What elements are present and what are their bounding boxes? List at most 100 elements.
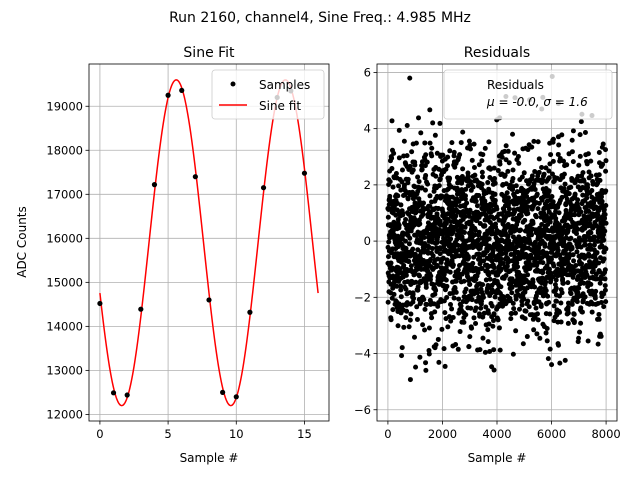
residual-point bbox=[548, 256, 554, 262]
residual-point bbox=[406, 324, 412, 330]
residual-point bbox=[601, 256, 607, 262]
residual-point bbox=[423, 284, 429, 290]
residual-point bbox=[401, 138, 407, 144]
residual-point bbox=[503, 181, 509, 187]
residual-point bbox=[455, 346, 461, 352]
residual-point bbox=[411, 296, 417, 301]
residual-point bbox=[540, 260, 546, 266]
residual-point bbox=[565, 304, 571, 310]
residual-point bbox=[553, 277, 559, 283]
residual-point bbox=[420, 211, 426, 217]
residual-point bbox=[390, 184, 396, 190]
residual-point bbox=[469, 325, 475, 331]
residual-point bbox=[489, 303, 495, 309]
residual-point bbox=[583, 238, 589, 244]
sample-point bbox=[247, 309, 253, 315]
residual-point bbox=[450, 314, 456, 320]
residual-point bbox=[525, 211, 531, 217]
residuals-x-tick-label: 2000 bbox=[428, 427, 457, 441]
residual-point bbox=[596, 311, 602, 317]
residual-point bbox=[555, 151, 561, 157]
residual-point bbox=[492, 191, 498, 197]
residual-point bbox=[515, 264, 521, 270]
residual-point bbox=[413, 364, 419, 370]
residuals-title: Residuals bbox=[464, 45, 530, 61]
residual-point bbox=[570, 274, 576, 280]
residual-point bbox=[422, 306, 428, 312]
residual-point bbox=[479, 158, 485, 164]
residuals-legend: Residuals μ = -0.0, σ = 1.6 bbox=[443, 69, 613, 120]
residual-point bbox=[486, 321, 492, 327]
residual-point bbox=[542, 243, 548, 249]
residual-point bbox=[429, 246, 435, 252]
residual-point bbox=[594, 276, 600, 282]
residuals-legend-box bbox=[443, 69, 613, 120]
residual-point bbox=[585, 338, 591, 344]
residual-point bbox=[560, 276, 566, 282]
residual-point bbox=[551, 303, 557, 309]
residual-point bbox=[407, 163, 413, 169]
residual-point bbox=[510, 131, 516, 137]
residual-point bbox=[571, 311, 577, 317]
residual-point bbox=[600, 161, 606, 167]
residual-point bbox=[418, 130, 424, 136]
residual-point bbox=[602, 228, 608, 234]
residual-point bbox=[396, 155, 402, 161]
residual-point bbox=[419, 163, 425, 169]
residual-point bbox=[598, 299, 604, 305]
residual-point bbox=[504, 263, 510, 269]
residual-point bbox=[415, 247, 421, 253]
residual-point bbox=[601, 291, 607, 297]
residual-point bbox=[510, 167, 516, 173]
residual-point bbox=[575, 290, 581, 296]
legend-samples-marker bbox=[230, 81, 236, 87]
residual-point bbox=[566, 191, 572, 197]
residual-point bbox=[435, 303, 441, 309]
residual-point bbox=[513, 183, 519, 189]
residual-point bbox=[602, 267, 608, 273]
sine-fit-title: Sine Fit bbox=[183, 45, 235, 61]
residual-point bbox=[444, 283, 450, 289]
residual-point bbox=[497, 161, 503, 167]
residual-point bbox=[535, 206, 541, 212]
residual-point bbox=[386, 239, 392, 245]
residual-point bbox=[457, 329, 463, 335]
residual-point bbox=[539, 165, 545, 171]
residual-point bbox=[471, 315, 477, 321]
residual-point bbox=[467, 146, 473, 152]
residual-point bbox=[490, 248, 496, 254]
residual-point bbox=[478, 305, 484, 311]
residual-point bbox=[584, 195, 590, 201]
sine-fit-y-tick-label: 13000 bbox=[46, 363, 83, 377]
residual-point bbox=[410, 167, 416, 173]
residual-point bbox=[396, 301, 402, 307]
residual-point bbox=[461, 278, 467, 284]
residual-point bbox=[453, 213, 459, 219]
residual-point bbox=[458, 303, 464, 309]
residual-point bbox=[404, 122, 410, 128]
residual-point bbox=[596, 150, 602, 156]
residual-point bbox=[487, 348, 493, 354]
residual-point bbox=[448, 301, 454, 307]
residual-point bbox=[525, 298, 531, 304]
residual-point bbox=[437, 176, 443, 182]
residual-point bbox=[480, 174, 485, 180]
residual-point bbox=[419, 166, 425, 172]
residual-point bbox=[562, 357, 568, 363]
residual-point bbox=[479, 181, 485, 187]
residual-point bbox=[469, 297, 475, 303]
residual-point bbox=[593, 288, 599, 294]
residual-point bbox=[460, 129, 466, 135]
residual-point bbox=[387, 179, 393, 185]
residual-point bbox=[596, 260, 602, 266]
residual-point bbox=[534, 191, 540, 197]
residual-point bbox=[446, 314, 452, 320]
residual-point bbox=[442, 310, 448, 316]
residual-point bbox=[536, 200, 542, 206]
residual-point bbox=[393, 170, 399, 176]
residual-point bbox=[423, 278, 429, 284]
residual-point bbox=[525, 147, 531, 153]
residual-point bbox=[602, 147, 608, 153]
residual-point bbox=[550, 199, 556, 205]
residual-point bbox=[559, 194, 565, 200]
